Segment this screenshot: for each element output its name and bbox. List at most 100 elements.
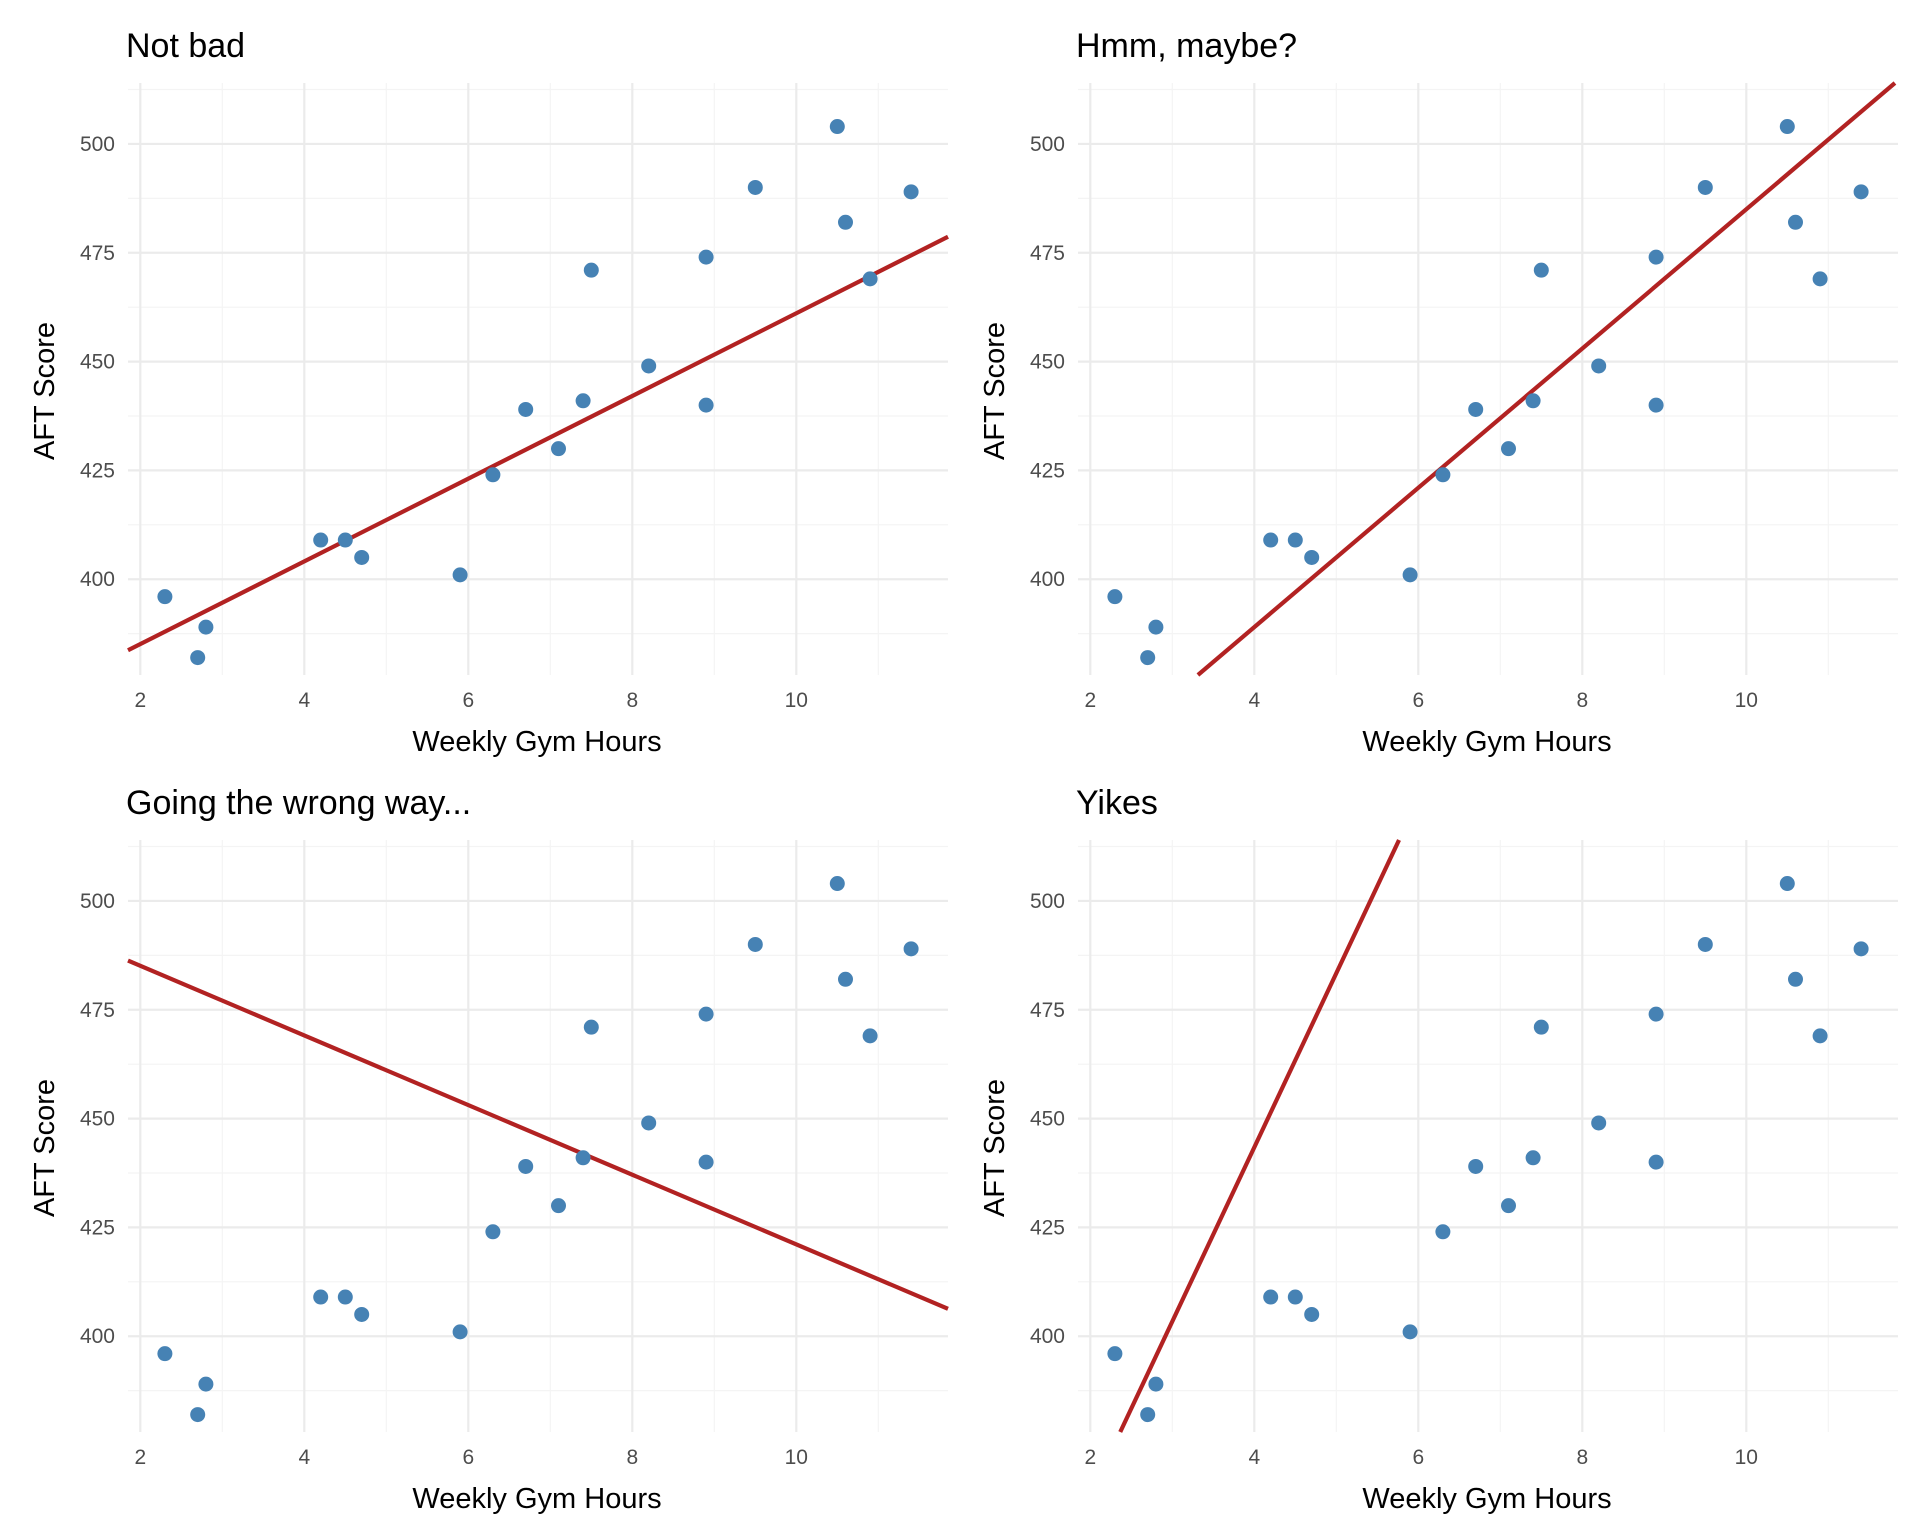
x-tick-labels: 2 4 6 8 10 — [134, 1446, 808, 1469]
data-point — [641, 358, 657, 374]
data-point — [1812, 1028, 1828, 1044]
data-point — [1591, 358, 1607, 374]
y-tick-label: 425 — [1030, 1216, 1065, 1239]
data-point — [1648, 397, 1664, 413]
y-tick-labels: 400 425 450 475 500 — [80, 890, 115, 1348]
y-tick-labels: 400 425 450 475 500 — [1030, 133, 1065, 591]
data-point — [551, 1198, 566, 1214]
data-point — [838, 214, 853, 230]
data-point — [1533, 262, 1549, 278]
x-tick-label: 8 — [626, 689, 638, 712]
data-point — [1287, 532, 1303, 548]
x-axis-title: Weekly Gym Hours — [1362, 1483, 1611, 1515]
x-tick-label: 10 — [1735, 1446, 1758, 1469]
data-point — [1853, 184, 1869, 200]
x-axis-title: Weekly Gym Hours — [412, 726, 661, 758]
data-point — [1263, 532, 1279, 548]
data-point — [485, 1224, 501, 1240]
data-point — [1788, 214, 1803, 230]
fit-line-group — [127, 958, 949, 1311]
data-point — [747, 179, 763, 195]
y-tick-label: 400 — [1030, 1325, 1065, 1348]
data-point — [518, 401, 534, 417]
y-tick-label: 450 — [1030, 1108, 1065, 1131]
data-point — [1468, 1158, 1484, 1174]
data-point — [1304, 549, 1320, 565]
data-points — [157, 119, 919, 666]
y-tick-labels: 400 425 450 475 500 — [80, 133, 115, 591]
fit-line — [127, 234, 949, 653]
data-point — [575, 393, 591, 409]
y-tick-label: 475 — [1030, 242, 1065, 265]
data-point — [829, 876, 845, 892]
x-tick-labels: 2 4 6 8 10 — [1084, 689, 1758, 712]
x-tick-label: 4 — [298, 689, 310, 712]
data-point — [157, 589, 173, 605]
x-tick-label: 2 — [1084, 689, 1096, 712]
data-point — [313, 1289, 329, 1305]
data-point — [1812, 271, 1828, 287]
fit-line — [127, 958, 949, 1311]
data-point — [1435, 467, 1451, 483]
fit-line — [1118, 839, 1401, 1433]
y-tick-label: 450 — [1030, 351, 1065, 374]
data-point — [354, 1306, 370, 1322]
data-point — [190, 1407, 206, 1423]
data-point — [838, 971, 853, 987]
y-tick-label: 500 — [1030, 890, 1065, 913]
data-point — [903, 184, 919, 200]
panel-title: Yikes — [1076, 784, 1158, 822]
x-tick-label: 6 — [1412, 1446, 1424, 1469]
panel-hmm-maybe: Hmm, maybe? 2 4 6 8 10 400 425 450 475 500 Weekl… — [979, 27, 1898, 758]
data-point — [1287, 1289, 1303, 1305]
x-tick-label: 8 — [626, 1446, 638, 1469]
y-tick-label: 425 — [80, 459, 115, 482]
data-point — [1853, 941, 1869, 957]
data-point — [698, 397, 714, 413]
fit-line-group — [1118, 839, 1401, 1433]
data-point — [698, 249, 714, 265]
data-point — [452, 1324, 468, 1340]
data-point — [452, 567, 468, 583]
y-tick-label: 500 — [80, 890, 115, 913]
y-tick-label: 450 — [80, 351, 115, 374]
x-tick-label: 6 — [1412, 689, 1424, 712]
y-tick-label: 500 — [1030, 133, 1065, 156]
y-tick-label: 425 — [1030, 459, 1065, 482]
x-tick-label: 10 — [1735, 689, 1758, 712]
data-point — [698, 1154, 714, 1170]
data-point — [1788, 971, 1803, 987]
data-point — [1591, 1115, 1607, 1131]
fit-line-group — [127, 234, 949, 653]
data-point — [1263, 1289, 1279, 1305]
data-points — [1107, 876, 1869, 1423]
data-point — [583, 262, 599, 278]
data-point — [1779, 119, 1795, 135]
data-point — [1148, 619, 1164, 635]
y-axis-title: AFT Score — [979, 322, 1011, 460]
x-axis-title: Weekly Gym Hours — [1362, 726, 1611, 758]
data-point — [829, 119, 845, 135]
data-point — [1648, 249, 1664, 265]
x-tick-label: 4 — [1248, 689, 1260, 712]
data-point — [337, 532, 353, 548]
y-tick-label: 475 — [80, 999, 115, 1022]
panel-title: Not bad — [126, 27, 245, 65]
data-point — [1501, 441, 1516, 457]
data-point — [1533, 1019, 1549, 1035]
gridlines — [128, 840, 948, 1432]
x-tick-label: 8 — [1576, 1446, 1588, 1469]
data-point — [1697, 936, 1713, 952]
panel-title: Going the wrong way... — [126, 784, 471, 822]
data-point — [1501, 1198, 1516, 1214]
x-tick-label: 2 — [134, 689, 146, 712]
data-point — [337, 1289, 353, 1305]
fit-line — [1196, 81, 1897, 677]
panel-not-bad: Not bad 2 4 6 8 10 400 425 450 475 500 Weekly Gy… — [29, 27, 949, 758]
gridlines — [128, 83, 948, 675]
data-point — [157, 1346, 173, 1362]
panel-yikes: Yikes 2 4 6 8 10 400 425 450 475 500 Weekly Gym … — [979, 784, 1898, 1515]
data-points — [157, 876, 919, 1423]
x-axis-title: Weekly Gym Hours — [412, 1483, 661, 1515]
data-point — [518, 1158, 534, 1174]
